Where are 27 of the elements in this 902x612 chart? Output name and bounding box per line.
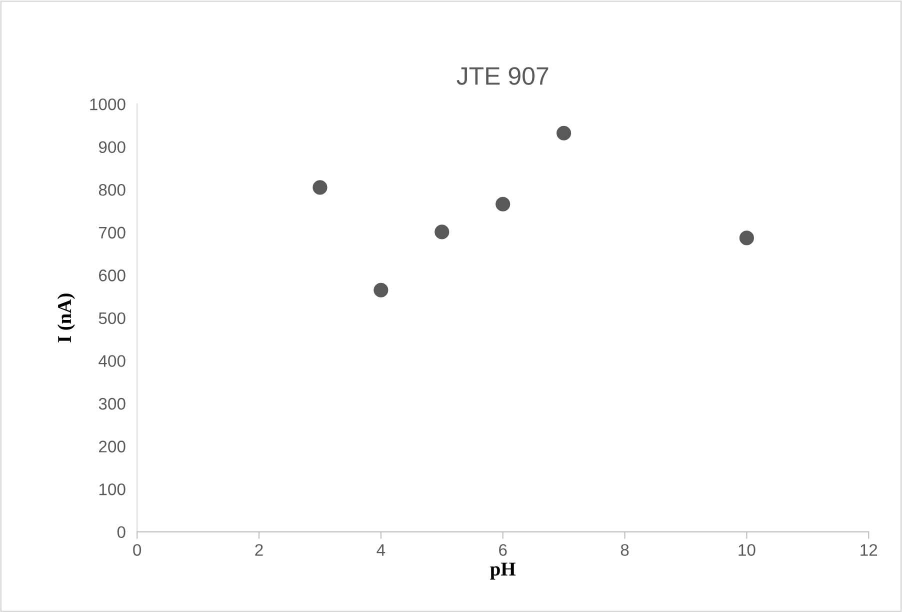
y-tick-label: 800 (98, 184, 126, 196)
y-tick-label: 100 (99, 483, 126, 496)
chart-title: JTE 907 (456, 67, 548, 85)
y-tick-label: 500 (98, 312, 126, 324)
y-tick-label: 600 (99, 270, 126, 282)
x-tick-label: 0 (133, 544, 142, 556)
x-tick-label: 6 (499, 544, 507, 556)
point (312, 180, 328, 195)
point (374, 282, 388, 298)
x-tick-label: 4 (376, 544, 386, 556)
y-tick-label: 200 (99, 440, 126, 452)
y-tick-label: 700 (99, 226, 126, 239)
x-axis-title: pH (490, 562, 516, 580)
y-axis-title: I (nA) (57, 294, 76, 342)
x-tick-label: 12 (860, 544, 878, 556)
y-tick-label: 900 (98, 141, 126, 154)
point (556, 126, 572, 140)
y-tick-label: 0 (117, 526, 126, 538)
x-tick-label: 10 (738, 544, 756, 556)
point (434, 224, 450, 240)
x-tick-label: 2 (255, 544, 263, 556)
point (496, 196, 510, 212)
x-tick-label: 8 (620, 544, 629, 556)
y-tick-label: 1000 (90, 98, 126, 110)
y-tick-label: 300 (98, 398, 126, 410)
point (739, 230, 754, 246)
y-tick-label: 400 (98, 355, 126, 367)
